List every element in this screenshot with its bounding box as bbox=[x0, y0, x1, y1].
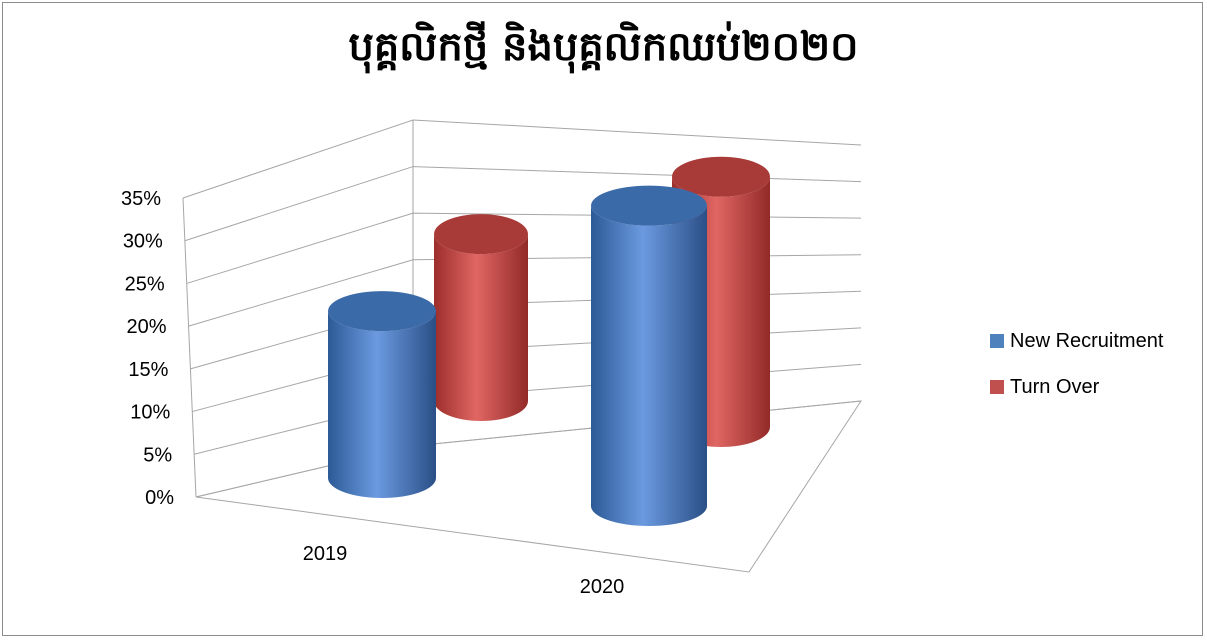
y-tick-label: 0% bbox=[145, 487, 174, 509]
bar-turn-over-2019 bbox=[434, 214, 528, 421]
y-tick-label: 35% bbox=[121, 188, 161, 210]
legend: New Recruitment Turn Over bbox=[990, 330, 1164, 398]
bar-top bbox=[591, 185, 707, 226]
y-axis-ticks: 0% 5% 10% 15% 20% 25% 30% 35% bbox=[121, 188, 174, 509]
x-tick-label: 2020 bbox=[580, 576, 625, 598]
x-axis-labels: 2019 2020 bbox=[303, 543, 625, 598]
y-tick-label: 25% bbox=[125, 273, 165, 295]
bar-top bbox=[328, 291, 436, 332]
bar-new-recruitment-2019 bbox=[328, 291, 436, 498]
legend-label: New Recruitment bbox=[1010, 330, 1164, 352]
bar-body bbox=[434, 234, 528, 421]
bar-new-recruitment-2020 bbox=[591, 185, 707, 526]
legend-swatch bbox=[990, 334, 1004, 348]
x-tick-label: 2019 bbox=[303, 543, 348, 565]
left-wall-edge bbox=[182, 197, 197, 498]
chart-bars bbox=[328, 156, 770, 526]
bar-top bbox=[672, 156, 770, 197]
bar-body bbox=[591, 205, 707, 526]
y-tick-label: 30% bbox=[123, 231, 163, 253]
chart-title: បុគ្គលិកថ្មី និងបុគ្គលិកឈប់២០២០ bbox=[348, 24, 859, 70]
bar-top bbox=[434, 214, 528, 255]
y-tick-label: 10% bbox=[130, 402, 170, 424]
bar-body bbox=[328, 311, 436, 498]
y-tick-label: 15% bbox=[128, 359, 168, 381]
legend-label: Turn Over bbox=[1010, 376, 1100, 398]
legend-swatch bbox=[990, 380, 1004, 394]
y-tick-label: 5% bbox=[143, 444, 172, 466]
y-tick-label: 20% bbox=[127, 316, 167, 338]
